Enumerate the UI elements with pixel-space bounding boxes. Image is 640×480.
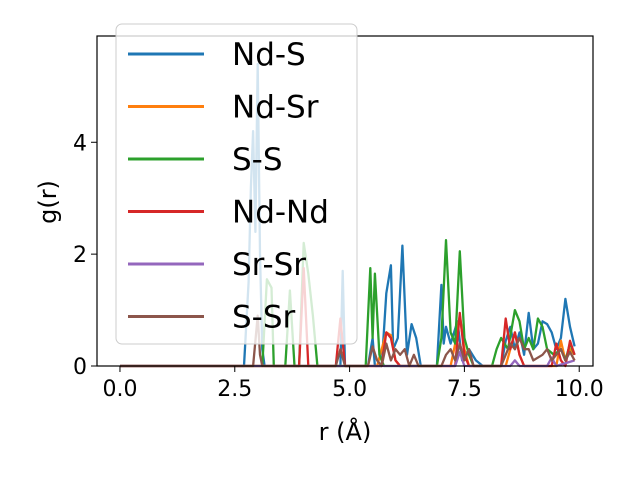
x-axis-label: r (Å) [319,417,372,446]
legend-label-nd-sr: Nd-Sr [232,90,319,126]
legend-label-nd-s: Nd-S [232,37,306,73]
x-tick-label: 2.5 [217,377,252,402]
x-tick-label: 0.0 [102,377,137,402]
legend-label-sr-sr: Sr-Sr [232,247,306,283]
y-tick-label: 0 [73,355,87,380]
legend-label-s-sr: S-Sr [232,300,296,336]
y-tick-label: 4 [73,131,87,156]
y-tick-label: 2 [73,243,87,268]
x-tick-label: 5.0 [332,377,367,402]
y-axis-ticks: 0 2 4 [73,131,97,380]
y-axis-label: g(r) [34,180,62,224]
x-axis-ticks: 0.0 2.5 5.0 7.5 10.0 [102,366,604,402]
x-tick-label: 10.0 [555,377,604,402]
legend: Nd-S Nd-Sr S-S Nd-Nd Sr-Sr S-Sr [115,23,358,345]
x-tick-label: 7.5 [447,377,482,402]
legend-label-s-s: S-S [232,142,283,178]
series-line-sr-sr [120,350,575,368]
legend-label-nd-nd: Nd-Nd [232,195,329,231]
